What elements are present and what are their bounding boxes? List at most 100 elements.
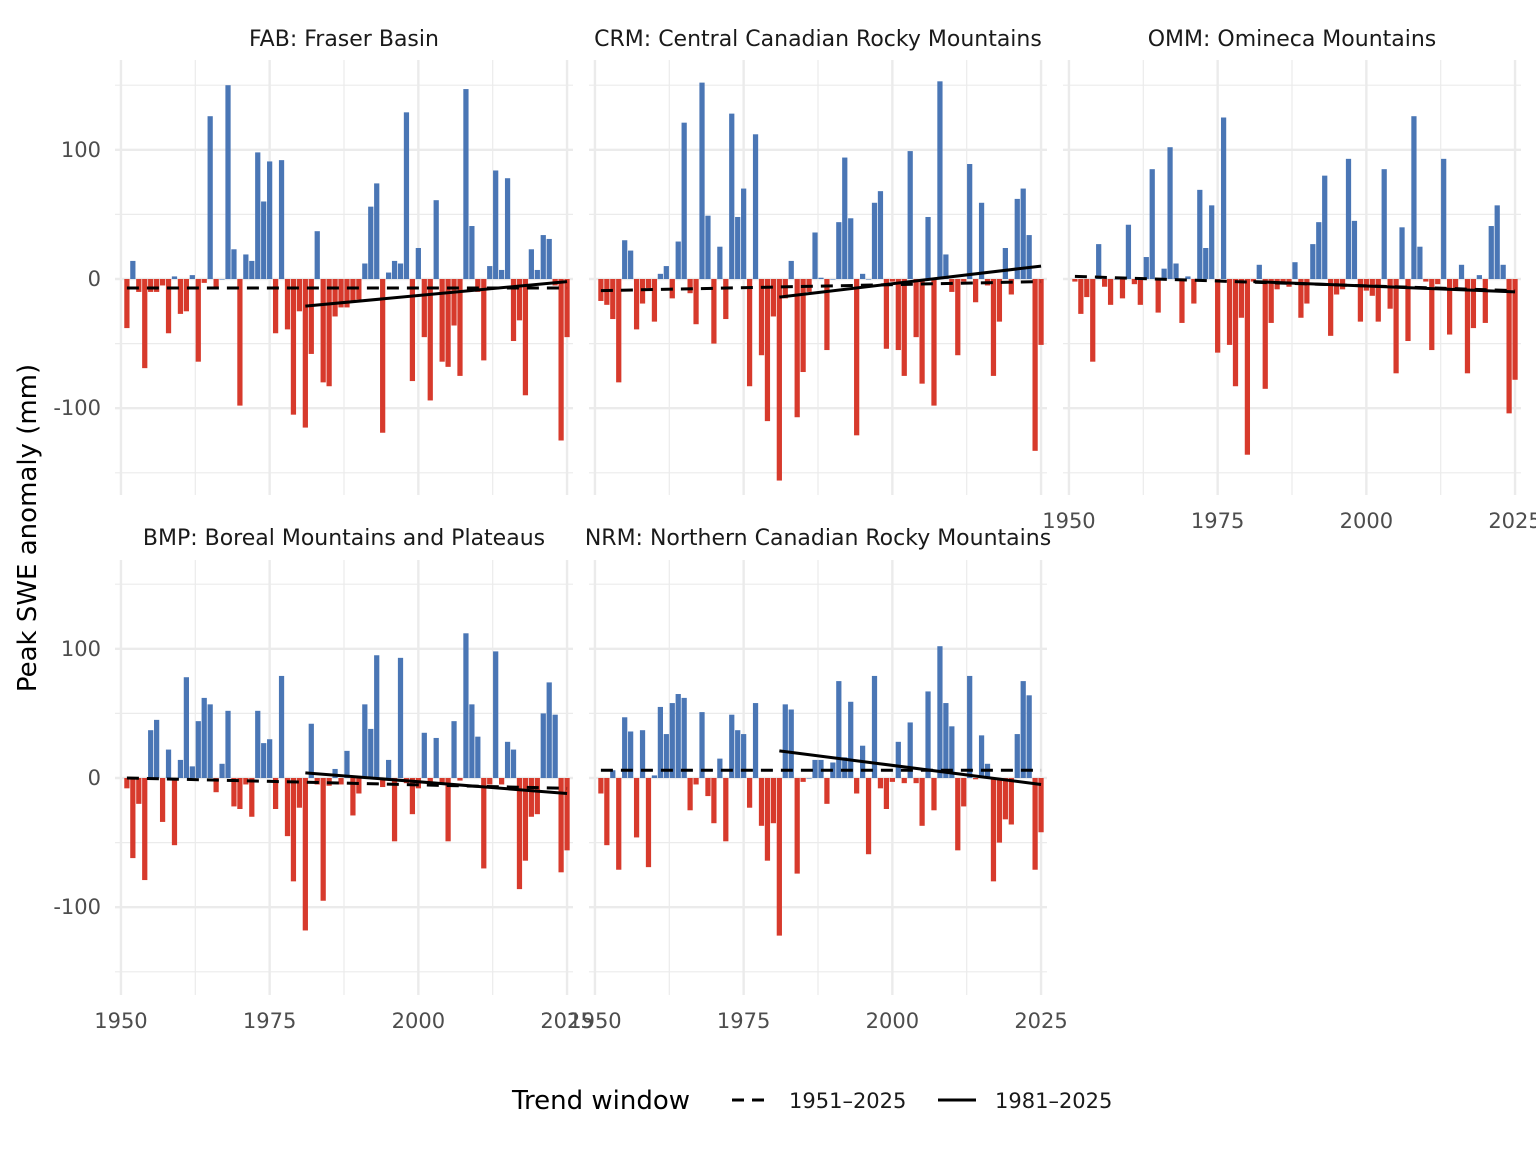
bar-1984 <box>320 778 326 901</box>
bar-1998 <box>877 191 884 279</box>
bar-1997 <box>397 657 404 778</box>
bar-2009 <box>469 704 475 778</box>
bar-1996 <box>865 279 872 280</box>
bar-1951 <box>124 778 130 789</box>
bar-2006 <box>1399 227 1405 279</box>
bar-1978 <box>758 778 765 826</box>
panel-4: BMP: Boreal Mountains and Plateaus -100 0 1… <box>53 526 593 1033</box>
bar-1983 <box>1262 279 1268 389</box>
bar-1968 <box>699 82 705 279</box>
bar-2002 <box>901 279 907 376</box>
bar-2017 <box>1464 279 1471 374</box>
bar-1962 <box>189 275 195 279</box>
bar-2018 <box>996 778 1003 843</box>
bar-2019 <box>1002 247 1008 279</box>
bar-1979 <box>1238 279 1245 318</box>
bar-1981 <box>1250 279 1256 282</box>
bar-1956 <box>154 719 160 778</box>
bar-1952 <box>130 260 136 279</box>
bar-1969 <box>705 778 711 797</box>
legend: Trend window 1951–2025 1981–2025 <box>511 1086 1112 1116</box>
x-tick-label: 2025 <box>540 1009 593 1033</box>
bar-2001 <box>895 741 901 778</box>
legend-label-1951-2025: 1951–2025 <box>789 1089 906 1113</box>
bar-2008 <box>937 81 943 279</box>
bar-1962 <box>1137 279 1143 305</box>
bar-2001 <box>421 732 427 778</box>
bar-1970 <box>711 778 717 824</box>
bar-1996 <box>391 778 398 842</box>
bar-2010 <box>949 726 955 778</box>
bar-2025 <box>564 778 570 851</box>
x-tick-label: 1950 <box>568 1009 621 1033</box>
bar-1961 <box>657 273 663 279</box>
bar-1953 <box>136 279 142 292</box>
bar-1979 <box>290 279 297 415</box>
bar-1993 <box>1322 175 1328 279</box>
panel-grid <box>589 60 1047 495</box>
bar-2011 <box>481 778 487 869</box>
bar-1954 <box>142 279 148 369</box>
bar-1998 <box>1351 220 1358 279</box>
bar-2007 <box>457 279 463 376</box>
bar-1955 <box>622 717 628 778</box>
bar-1991 <box>362 263 368 279</box>
bar-2020 <box>534 269 540 279</box>
bar-2011 <box>1429 279 1435 351</box>
bar-2014 <box>499 778 505 785</box>
bar-1985 <box>800 279 806 373</box>
bar-2013 <box>967 164 973 279</box>
bar-1975 <box>741 188 747 279</box>
bar-1975 <box>267 739 273 778</box>
bar-1978 <box>284 279 291 330</box>
bar-1964 <box>675 694 681 778</box>
panel-2: CRM: Central Canadian Rocky Mountains <box>589 27 1047 495</box>
bar-2007 <box>457 778 463 781</box>
bar-2012 <box>487 266 493 279</box>
bar-2015 <box>1452 279 1459 290</box>
bar-1996 <box>865 778 872 855</box>
panels: FAB: Fraser Basin -100 0 100 CRM: Central Ca… <box>53 27 1536 1033</box>
bar-1992 <box>368 206 374 279</box>
trend-line-1981-2025 <box>779 749 1042 786</box>
bar-2006 <box>925 216 931 279</box>
bar-1964 <box>1149 169 1155 279</box>
bar-2006 <box>451 279 457 326</box>
bar-2015 <box>504 178 511 279</box>
bar-2013 <box>493 170 499 279</box>
bar-1982 <box>782 704 788 778</box>
bar-1988 <box>344 279 350 308</box>
x-tick-label: 1975 <box>243 1009 296 1033</box>
bar-1954 <box>1090 279 1096 362</box>
bar-2002 <box>427 279 433 401</box>
bar-1975 <box>267 161 273 279</box>
bar-1956 <box>628 731 634 778</box>
bar-2005 <box>1393 279 1399 374</box>
bar-1958 <box>165 279 172 334</box>
bar-2016 <box>510 279 517 342</box>
bar-1976 <box>1220 117 1227 279</box>
bar-1994 <box>854 778 860 794</box>
bar-2002 <box>427 778 433 782</box>
bar-1970 <box>237 778 243 810</box>
bar-2011 <box>955 279 961 356</box>
x-tick-label: 2000 <box>866 1009 919 1033</box>
panel-bars <box>598 646 1044 936</box>
x-tick-label: 1950 <box>94 1009 147 1033</box>
bar-1997 <box>397 263 404 279</box>
bar-1954 <box>142 778 148 881</box>
bar-2011 <box>955 778 961 851</box>
bar-2003 <box>907 151 913 279</box>
bar-1965 <box>681 697 687 778</box>
bar-1994 <box>854 279 860 436</box>
bar-1957 <box>633 279 640 330</box>
bar-2006 <box>925 691 931 778</box>
bar-2020 <box>1008 778 1014 825</box>
bar-2009 <box>943 254 949 279</box>
bar-2003 <box>433 737 439 778</box>
bar-1966 <box>687 279 693 294</box>
bar-2021 <box>540 235 546 279</box>
bar-1965 <box>207 116 213 279</box>
bar-2000 <box>889 778 895 782</box>
bar-1992 <box>842 757 848 778</box>
